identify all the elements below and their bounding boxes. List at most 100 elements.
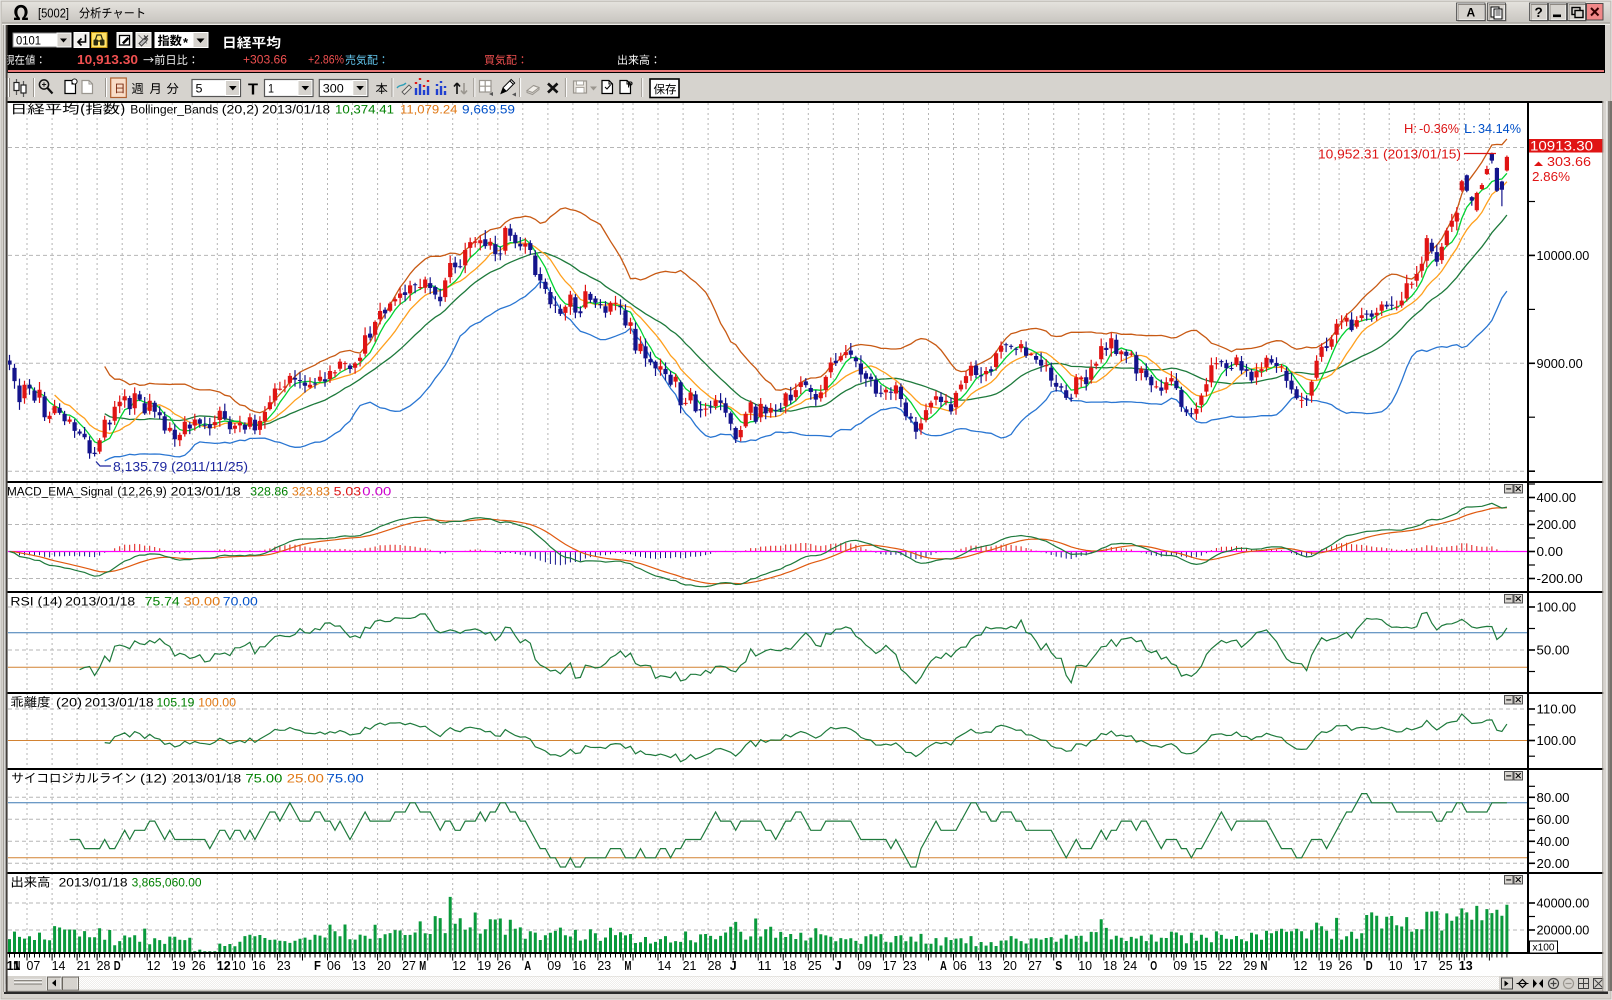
svg-text:13: 13	[352, 959, 366, 973]
svg-text:16: 16	[572, 959, 586, 973]
svg-text:34.14%: 34.14%	[1478, 122, 1521, 136]
svg-text:2013/01/18: 2013/01/18	[65, 595, 135, 609]
svg-text:[5002]: [5002]	[38, 7, 69, 21]
svg-text:L:: L:	[1464, 122, 1476, 136]
svg-text:100.00: 100.00	[1537, 733, 1577, 748]
svg-text:20: 20	[1003, 959, 1017, 973]
svg-text:+303.66: +303.66	[243, 53, 287, 67]
svg-text:P: P	[628, 81, 634, 90]
svg-text:105.19: 105.19	[156, 696, 194, 710]
svg-text:16: 16	[252, 959, 266, 973]
svg-text:10913.30: 10913.30	[1530, 139, 1593, 154]
svg-text:0.00: 0.00	[362, 485, 391, 499]
svg-text:20: 20	[377, 959, 391, 973]
svg-text:N: N	[14, 959, 21, 973]
svg-text:11,079.24: 11,079.24	[400, 103, 458, 117]
svg-text:0.00: 0.00	[1537, 544, 1563, 559]
svg-text:80.00: 80.00	[1537, 790, 1570, 805]
svg-text:110.00: 110.00	[1537, 702, 1577, 717]
svg-text:O: O	[1150, 959, 1157, 973]
svg-text:1: 1	[268, 82, 274, 96]
svg-text:12: 12	[217, 959, 231, 973]
svg-text:(20,2): (20,2)	[222, 103, 259, 117]
svg-text:25: 25	[808, 959, 822, 973]
svg-text:N: N	[1261, 959, 1268, 973]
svg-text:100.00: 100.00	[198, 696, 236, 710]
svg-text:10: 10	[1078, 959, 1092, 973]
svg-text:70.00: 70.00	[223, 595, 258, 609]
svg-text:18: 18	[1103, 959, 1117, 973]
svg-text:06: 06	[327, 959, 341, 973]
svg-text:09: 09	[858, 959, 872, 973]
svg-text:M: M	[419, 959, 426, 973]
svg-text:x100: x100	[1533, 942, 1555, 954]
svg-text:8,135.79 (2011/11/25): 8,135.79 (2011/11/25)	[113, 460, 248, 474]
svg-text:J: J	[730, 959, 737, 973]
svg-text:(12): (12)	[140, 772, 167, 786]
svg-text:10000.00: 10000.00	[1537, 248, 1590, 263]
svg-text:17: 17	[883, 959, 897, 973]
svg-text:D: D	[1366, 959, 1373, 973]
svg-text:12: 12	[147, 959, 161, 973]
svg-text:MACD_EMA_Signal: MACD_EMA_Signal	[7, 485, 113, 499]
svg-text:21: 21	[77, 959, 91, 973]
svg-text:H:: H:	[1404, 122, 1417, 136]
svg-text:Bollinger_Bands: Bollinger_Bands	[130, 103, 218, 117]
svg-text:3,865,060.00: 3,865,060.00	[132, 876, 202, 890]
svg-text:28: 28	[708, 959, 722, 973]
svg-text:9000.00: 9000.00	[1537, 356, 1583, 371]
svg-text:323.83: 323.83	[292, 485, 330, 499]
svg-text:5.03: 5.03	[334, 485, 362, 499]
svg-text:13: 13	[978, 959, 992, 973]
svg-text:09: 09	[547, 959, 561, 973]
svg-text:300: 300	[323, 82, 344, 96]
svg-text:328.86: 328.86	[250, 485, 288, 499]
svg-text:12: 12	[1294, 959, 1308, 973]
svg-text:A: A	[1467, 6, 1476, 20]
svg-text:303.66: 303.66	[1547, 154, 1591, 169]
svg-text:22: 22	[1218, 959, 1232, 973]
svg-text:20.00: 20.00	[1537, 856, 1570, 871]
svg-text:30.00: 30.00	[184, 595, 221, 609]
svg-text:75.00: 75.00	[327, 772, 364, 786]
svg-text:T: T	[248, 82, 258, 99]
svg-text:A: A	[524, 959, 531, 973]
svg-text:2013/01/18: 2013/01/18	[173, 772, 242, 786]
svg-text:19: 19	[172, 959, 186, 973]
svg-text:2013/01/18: 2013/01/18	[85, 696, 154, 710]
svg-text:25: 25	[1439, 959, 1453, 973]
svg-text:5: 5	[196, 82, 203, 96]
svg-text:*: *	[183, 35, 189, 50]
svg-text:17: 17	[1414, 959, 1428, 973]
svg-text:23: 23	[597, 959, 611, 973]
svg-text:18: 18	[783, 959, 797, 973]
svg-text:26: 26	[192, 959, 206, 973]
svg-text:07: 07	[27, 959, 41, 973]
svg-text:15: 15	[1193, 959, 1207, 973]
svg-text:-200.00: -200.00	[1537, 571, 1583, 586]
svg-text:S: S	[1055, 959, 1062, 973]
svg-text:10,374.41: 10,374.41	[335, 103, 394, 117]
svg-text:11: 11	[758, 959, 772, 973]
svg-text:25.00: 25.00	[287, 772, 324, 786]
svg-text:75.00: 75.00	[245, 772, 282, 786]
svg-text:(12,26,9): (12,26,9)	[117, 485, 167, 499]
svg-text:06: 06	[953, 959, 967, 973]
svg-text:26: 26	[497, 959, 511, 973]
svg-text:75.74: 75.74	[145, 595, 180, 609]
svg-text:10,952.31 (2013/01/15): 10,952.31 (2013/01/15)	[1318, 148, 1461, 162]
svg-text:2013/01/18: 2013/01/18	[262, 103, 330, 117]
svg-text:28: 28	[97, 959, 111, 973]
svg-text:14: 14	[52, 959, 66, 973]
svg-text:21: 21	[683, 959, 697, 973]
svg-text:2013/01/18: 2013/01/18	[171, 485, 241, 499]
svg-text:(20): (20)	[56, 696, 82, 710]
svg-text:-0.36%: -0.36%	[1419, 122, 1459, 136]
svg-text:13: 13	[1459, 959, 1473, 973]
svg-text:+2.86%: +2.86%	[308, 53, 344, 67]
svg-text:29: 29	[1244, 959, 1258, 973]
svg-text:200.00: 200.00	[1537, 517, 1577, 532]
svg-text:23: 23	[903, 959, 917, 973]
svg-text:09: 09	[1173, 959, 1187, 973]
svg-text:0101: 0101	[16, 36, 41, 48]
